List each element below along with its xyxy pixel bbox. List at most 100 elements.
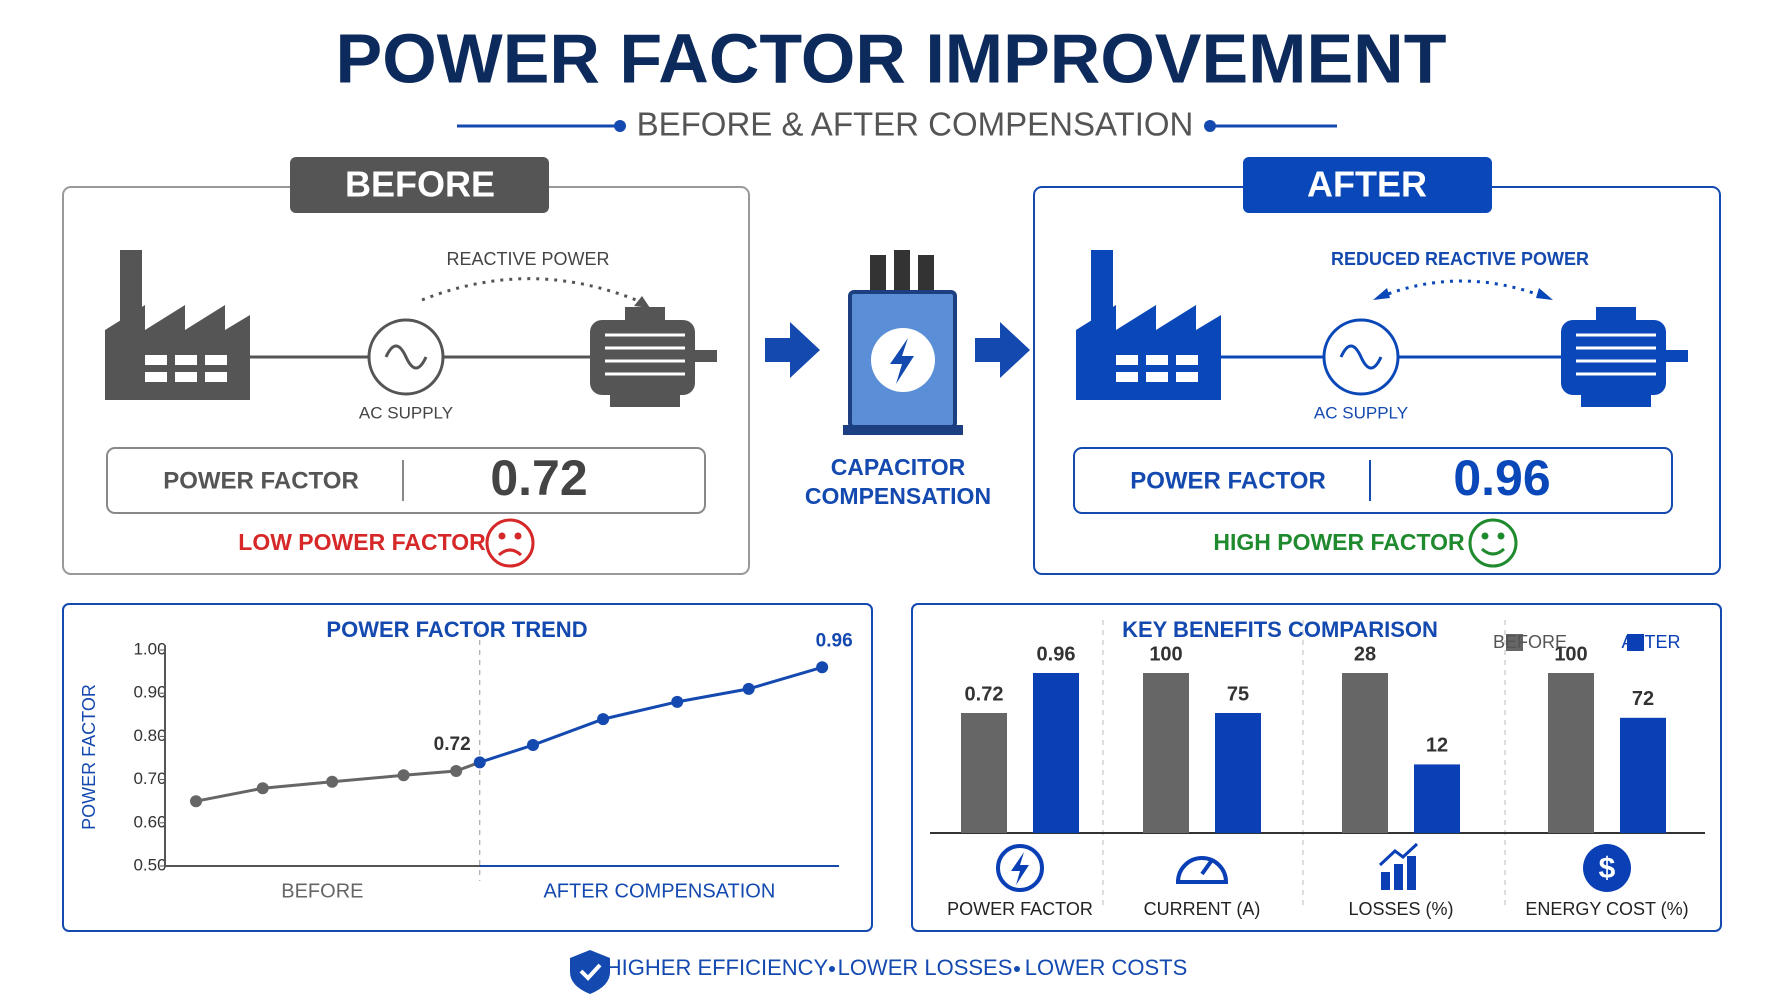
bar bbox=[1414, 764, 1460, 833]
pf-value: 0.96 bbox=[1453, 450, 1550, 506]
svg-text:$: $ bbox=[1599, 852, 1616, 885]
footer-item: HIGHER EFFICIENCY bbox=[606, 955, 829, 980]
reactive-label: REDUCED REACTIVE POWER bbox=[1331, 249, 1589, 269]
y-tick-label: 0.80 bbox=[133, 726, 166, 745]
point bbox=[190, 795, 203, 808]
y-tick-label: 0.90 bbox=[133, 683, 166, 702]
pf-box bbox=[106, 447, 706, 514]
factory bbox=[1076, 250, 1221, 400]
point bbox=[326, 775, 339, 788]
reactive-arrow bbox=[421, 277, 649, 307]
bar bbox=[1033, 673, 1079, 833]
point bbox=[527, 739, 540, 752]
data-label: 28 bbox=[1354, 643, 1376, 665]
shield bbox=[570, 950, 610, 994]
sine bbox=[384, 344, 428, 370]
capacitor bbox=[843, 250, 963, 435]
icon-gauge bbox=[1175, 856, 1229, 884]
motor bbox=[590, 307, 717, 407]
supply-label: AC SUPPLY bbox=[359, 403, 453, 422]
point bbox=[397, 769, 410, 782]
arrowhead bbox=[634, 296, 650, 308]
bar bbox=[1215, 713, 1261, 833]
point bbox=[473, 756, 486, 769]
x-tick-label: CURRENT (A) bbox=[1144, 899, 1261, 919]
pf-value: 0.72 bbox=[490, 450, 587, 506]
legend-label: AFTER bbox=[1621, 632, 1680, 652]
reactive-arrow bbox=[1379, 279, 1546, 299]
bullet bbox=[829, 966, 835, 972]
comp-label: COMPENSATION bbox=[805, 483, 991, 509]
motor bbox=[1561, 307, 1688, 407]
x-tick-label: LOSSES (%) bbox=[1348, 899, 1453, 919]
data-label: 0.72 bbox=[434, 734, 471, 755]
icon-chart bbox=[1378, 842, 1419, 890]
data-label: 100 bbox=[1149, 643, 1182, 665]
icon-dollar: $ bbox=[1583, 844, 1631, 892]
point bbox=[597, 713, 610, 726]
title: POWER FACTOR IMPROVEMENT bbox=[336, 19, 1447, 97]
x-tick-label: POWER FACTOR bbox=[947, 899, 1093, 919]
tab-label: AFTER bbox=[1307, 164, 1427, 205]
point bbox=[671, 695, 684, 708]
dot bbox=[614, 120, 626, 132]
happy-face bbox=[1468, 518, 1518, 568]
region-label: AFTER COMPENSATION bbox=[543, 880, 775, 902]
bar bbox=[961, 713, 1007, 833]
tab-label: BEFORE bbox=[345, 164, 495, 205]
tab bbox=[1243, 157, 1492, 213]
chart-title: KEY BENEFITS COMPARISON bbox=[1122, 617, 1438, 642]
dot bbox=[1204, 120, 1216, 132]
factory bbox=[105, 250, 250, 400]
reactive-label: REACTIVE POWER bbox=[446, 249, 609, 269]
region-label: BEFORE bbox=[281, 880, 363, 902]
pf-label: POWER FACTOR bbox=[1130, 467, 1326, 494]
bar bbox=[1143, 673, 1189, 833]
bar bbox=[1548, 673, 1594, 833]
chart-title: POWER FACTOR TREND bbox=[326, 617, 587, 642]
panel bbox=[911, 603, 1722, 932]
y-tick-label: 0.50 bbox=[133, 855, 166, 874]
arrow bbox=[765, 322, 820, 378]
footer-item: LOWER LOSSES bbox=[838, 955, 1013, 980]
supply-label: AC SUPPLY bbox=[1314, 403, 1408, 422]
bar bbox=[1620, 717, 1666, 833]
bullet bbox=[1014, 966, 1020, 972]
series-line bbox=[479, 665, 823, 764]
point bbox=[742, 682, 755, 695]
tab bbox=[290, 157, 549, 213]
legend-swatch bbox=[1627, 634, 1644, 651]
data-label: 0.96 bbox=[816, 630, 853, 651]
y-axis-label: POWER FACTOR bbox=[79, 684, 99, 830]
legend-swatch bbox=[1506, 634, 1523, 651]
series-line bbox=[195, 769, 457, 803]
arrowhead bbox=[1373, 288, 1553, 300]
panel bbox=[62, 603, 873, 932]
y-tick-label: 0.70 bbox=[133, 769, 166, 788]
comp-label: CAPACITOR bbox=[831, 454, 966, 480]
sad-face bbox=[485, 518, 535, 568]
y-tick-label: 0.60 bbox=[133, 812, 166, 831]
footer-item: LOWER COSTS bbox=[1025, 955, 1188, 980]
data-label: 0.72 bbox=[965, 683, 1004, 705]
data-label: 100 bbox=[1554, 643, 1587, 665]
data-label: 0.96 bbox=[1037, 643, 1076, 665]
point bbox=[450, 764, 463, 777]
check bbox=[579, 963, 602, 981]
pf-label: POWER FACTOR bbox=[163, 467, 359, 494]
point bbox=[816, 661, 829, 674]
point bbox=[256, 782, 269, 795]
icon-bolt bbox=[996, 844, 1044, 892]
data-label: 75 bbox=[1227, 683, 1249, 705]
y-tick-label: 1.00 bbox=[133, 639, 166, 658]
data-label: 12 bbox=[1426, 735, 1448, 757]
arrow bbox=[975, 322, 1030, 378]
legend-label: BEFORE bbox=[1493, 632, 1567, 652]
subtitle: BEFORE & AFTER COMPENSATION bbox=[637, 106, 1194, 143]
status: HIGH POWER FACTOR bbox=[1213, 529, 1465, 555]
sine bbox=[1339, 344, 1383, 370]
data-label: 72 bbox=[1632, 688, 1654, 710]
pf-box bbox=[1073, 447, 1673, 514]
